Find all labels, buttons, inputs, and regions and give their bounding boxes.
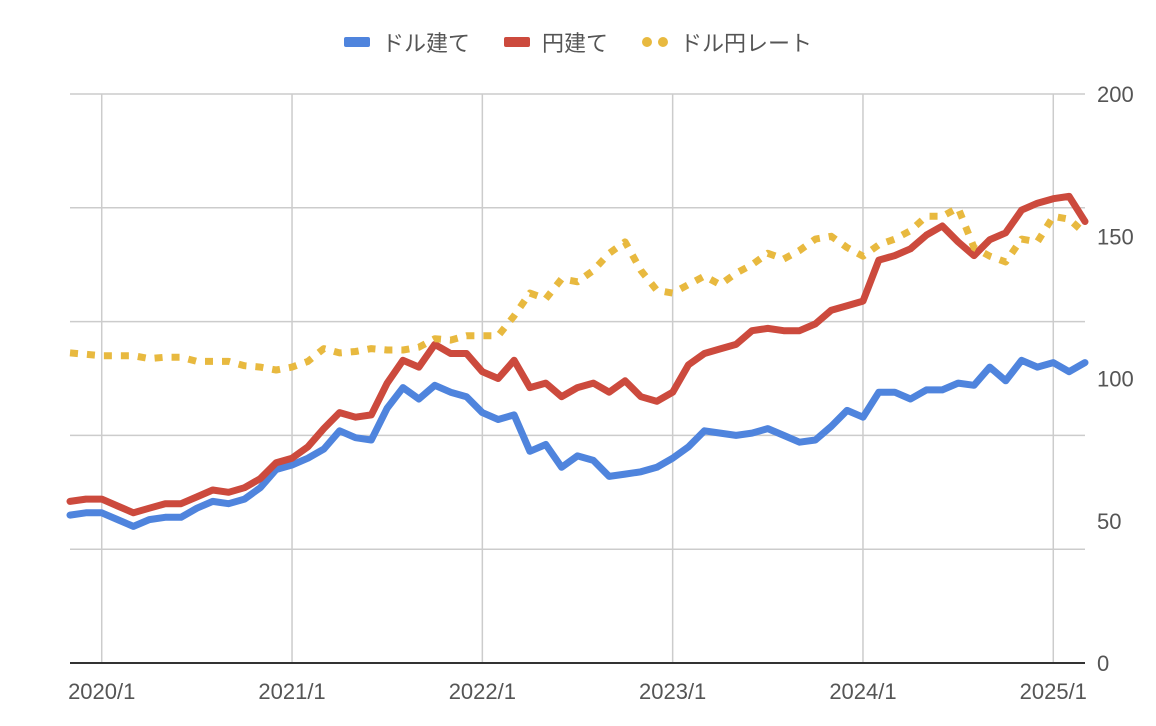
axes: 2020/1 2021/1 2022/1 2023/1 2024/1 2025/1 200 1…: [68, 82, 1134, 704]
legend-item-usd[interactable]: ドル建て: [343, 26, 470, 58]
y-tick-label-right: 200: [1097, 82, 1134, 107]
series-line-ドル円レート: [69, 204, 1088, 374]
x-tick-label: 2020/1: [68, 679, 135, 704]
y-tick-label-right: 0: [1097, 651, 1109, 676]
y-tick-label-right: 150: [1097, 224, 1134, 249]
legend-swatch-rate: [642, 37, 668, 47]
legend-swatch-jpy: [503, 37, 530, 47]
x-tick-label: 2021/1: [258, 679, 325, 704]
x-tick-label: 2022/1: [449, 679, 516, 704]
x-tick-label: 2023/1: [639, 679, 706, 704]
series-lines: [66, 192, 1089, 530]
legend: ドル建て 円建て ドル円レート: [0, 26, 1156, 58]
gridlines: [70, 93, 1085, 664]
y-tick-label-right: 50: [1097, 509, 1121, 534]
series-line-円建て: [66, 192, 1089, 517]
x-tick-label: 2024/1: [829, 679, 896, 704]
legend-label-rate: ドル円レート: [680, 31, 813, 56]
legend-item-jpy[interactable]: 円建て: [503, 26, 608, 58]
legend-item-rate[interactable]: ドル円レート: [642, 26, 812, 58]
legend-label-usd: ドル建て: [381, 31, 470, 56]
x-tick-label: 2025/1: [1020, 679, 1087, 704]
legend-swatch-usd: [343, 37, 370, 47]
legend-label-jpy: 円建て: [541, 31, 608, 56]
y-tick-label-right: 100: [1097, 367, 1134, 392]
series-line-ドル建て: [66, 356, 1089, 530]
